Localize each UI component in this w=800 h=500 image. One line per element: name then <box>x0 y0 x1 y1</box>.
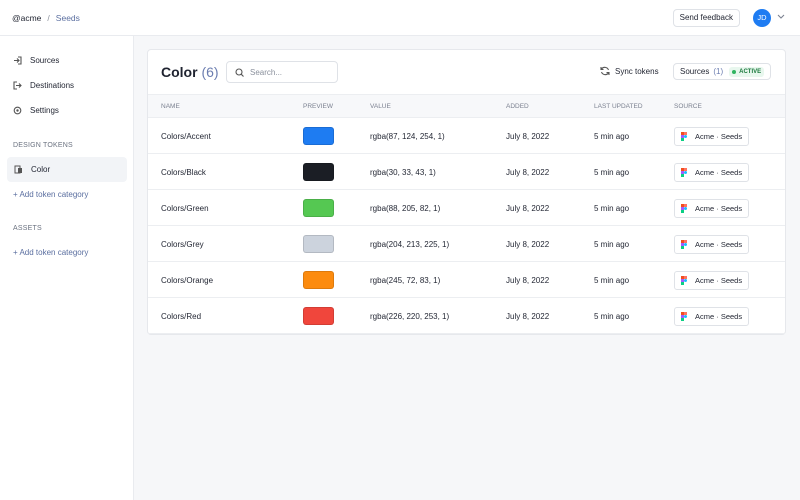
card: Color (6) Search... Sync tokens Sources … <box>147 49 786 335</box>
source-label: Acme · Seeds <box>695 240 743 249</box>
sync-label: Sync tokens <box>615 66 659 76</box>
search[interactable]: Search... <box>226 61 338 83</box>
sync-button[interactable]: Sync tokens <box>600 66 659 76</box>
project[interactable]: Seeds <box>55 12 80 23</box>
source-chip[interactable]: Acme · Seeds <box>674 307 750 326</box>
cell-value: rgba(204, 213, 225, 1) <box>370 240 450 249</box>
feedback-button[interactable]: Send feedback <box>672 9 740 27</box>
cell-name: Colors/Red <box>161 312 202 321</box>
table-row[interactable]: Colors/Black rgba(30, 33, 43, 1) July 8, 2… <box>148 154 785 190</box>
column-header: VALUE <box>370 103 391 110</box>
add-category[interactable]: + Add token category <box>13 248 89 257</box>
org[interactable]: @acme <box>12 12 42 23</box>
source-chip[interactable]: Acme · Seeds <box>674 235 750 254</box>
table-row[interactable]: Colors/Green rgba(88, 205, 82, 1) July 8, … <box>148 190 785 226</box>
section-label: DESIGN TOKENS <box>13 142 73 149</box>
status-pill: ACTIVE <box>729 66 765 77</box>
cell-value: rgba(226, 220, 253, 1) <box>370 312 450 321</box>
sources-button[interactable]: Sources (1) ACTIVE <box>673 63 772 80</box>
add-category[interactable]: + Add token category <box>13 190 89 199</box>
cell-updated: 5 min ago <box>594 312 630 321</box>
title: Color <box>161 64 198 80</box>
cell-added: July 8, 2022 <box>506 204 550 213</box>
cell-name: Colors/Black <box>161 168 206 177</box>
nav-item[interactable]: Sources <box>13 56 59 65</box>
cell-added: July 8, 2022 <box>506 240 550 249</box>
cell-added: July 8, 2022 <box>506 312 550 321</box>
nav-label: Color <box>31 165 51 174</box>
section-label: ASSETS <box>13 225 42 232</box>
cell-updated: 5 min ago <box>594 240 630 249</box>
table-row[interactable]: Colors/Accent rgba(87, 124, 254, 1) July 8… <box>148 118 785 154</box>
cell-value: rgba(245, 72, 83, 1) <box>370 276 441 285</box>
search-placeholder: Search... <box>250 67 283 77</box>
cell-updated: 5 min ago <box>594 276 630 285</box>
cell-added: July 8, 2022 <box>506 132 550 141</box>
color-swatch <box>303 307 334 325</box>
nav-label: Settings <box>30 106 59 115</box>
cell-updated: 5 min ago <box>594 204 630 213</box>
cell-value: rgba(88, 205, 82, 1) <box>370 204 441 213</box>
table-header: NAME PREVIEW VALUE ADDED LAST UPDATED SOURCE <box>148 94 785 118</box>
color-swatch <box>303 199 334 217</box>
source-chip[interactable]: Acme · Seeds <box>674 127 750 146</box>
nav-label: Destinations <box>30 81 75 90</box>
table-row[interactable]: Colors/Orange rgba(245, 72, 83, 1) July 8,… <box>148 262 785 298</box>
source-label: Acme · Seeds <box>695 132 743 141</box>
chevron[interactable] <box>777 14 785 20</box>
nav-item[interactable]: Destinations <box>13 81 74 90</box>
cell-name: Colors/Orange <box>161 276 214 285</box>
source-label: Acme · Seeds <box>695 168 743 177</box>
cell-name: Colors/Green <box>161 204 209 213</box>
cell-name: Colors/Grey <box>161 240 204 249</box>
avatar[interactable]: JD <box>753 9 771 27</box>
color-swatch <box>303 271 334 289</box>
cell-updated: 5 min ago <box>594 168 630 177</box>
cell-value: rgba(30, 33, 43, 1) <box>370 168 436 177</box>
color-swatch <box>303 127 334 145</box>
sources-label: Sources <box>680 67 710 76</box>
cell-name: Colors/Accent <box>161 132 211 141</box>
nav-item[interactable]: Settings <box>13 106 59 115</box>
column-header: ADDED <box>506 103 529 110</box>
nav-item-active[interactable]: Color <box>7 157 127 182</box>
column-header: NAME <box>161 103 180 110</box>
top-bar: @acme / Seeds Send feedback JD <box>0 0 800 36</box>
source-label: Acme · Seeds <box>695 204 743 213</box>
nav-label: Sources <box>30 56 60 65</box>
cell-value: rgba(87, 124, 254, 1) <box>370 132 445 141</box>
column-header: LAST UPDATED <box>594 103 643 110</box>
separator: / <box>47 12 50 23</box>
card-title: Color (6) <box>161 64 219 80</box>
count: (6) <box>201 64 219 80</box>
source-chip[interactable]: Acme · Seeds <box>674 271 750 290</box>
sidebar: DESIGN TOKENS Color + Add token category… <box>0 36 134 500</box>
source-label: Acme · Seeds <box>695 312 743 321</box>
table-row[interactable]: Colors/Red rgba(226, 220, 253, 1) July 8, … <box>148 298 785 334</box>
color-swatch <box>303 235 334 253</box>
source-chip[interactable]: Acme · Seeds <box>674 199 750 218</box>
cell-added: July 8, 2022 <box>506 276 550 285</box>
color-swatch <box>303 163 334 181</box>
column-header: PREVIEW <box>303 103 333 110</box>
column-header: SOURCE <box>674 103 702 110</box>
breadcrumb: @acme / Seeds <box>12 13 80 23</box>
sources-count: (1) <box>713 67 724 76</box>
status: ACTIVE <box>739 68 762 75</box>
source-chip[interactable]: Acme · Seeds <box>674 163 750 182</box>
cell-updated: 5 min ago <box>594 132 630 141</box>
cell-added: July 8, 2022 <box>506 168 550 177</box>
table-row[interactable]: Colors/Grey rgba(204, 213, 225, 1) July 8,… <box>148 226 785 262</box>
source-label: Acme · Seeds <box>695 276 743 285</box>
